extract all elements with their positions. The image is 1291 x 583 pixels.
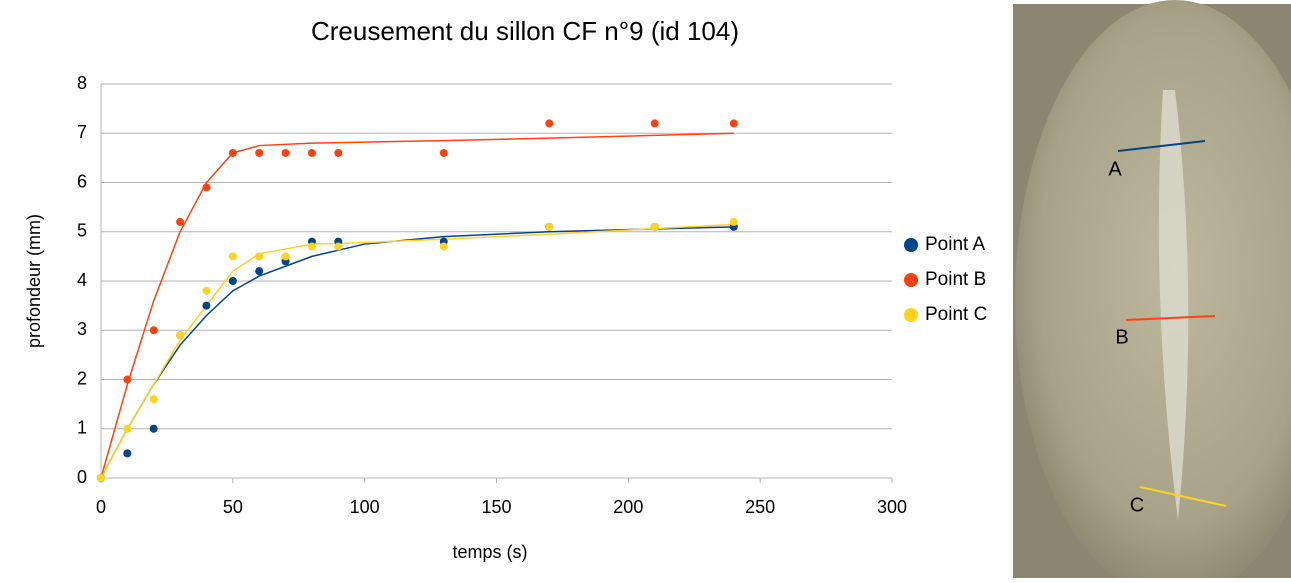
x-tick-label: 100 bbox=[350, 497, 380, 517]
trend-line bbox=[100, 223, 734, 479]
data-point bbox=[176, 217, 185, 226]
data-point bbox=[650, 119, 659, 128]
y-tick-label: 1 bbox=[77, 418, 87, 438]
legend-marker bbox=[904, 238, 918, 252]
legend-label: Point A bbox=[925, 234, 986, 255]
legend-marker bbox=[904, 308, 918, 322]
data-point bbox=[439, 148, 448, 157]
marker-line bbox=[1139, 486, 1227, 507]
photo-label: B bbox=[1115, 326, 1128, 348]
y-axis-label: profondeur (mm) bbox=[24, 214, 44, 348]
trend-line bbox=[100, 132, 734, 479]
legend-label: Point C bbox=[925, 304, 987, 325]
x-tick-label: 0 bbox=[96, 497, 106, 517]
data-point bbox=[202, 183, 211, 192]
y-tick-label: 3 bbox=[77, 319, 87, 339]
data-point bbox=[123, 424, 132, 433]
data-point bbox=[729, 217, 738, 226]
data-point bbox=[149, 395, 158, 404]
marker-line bbox=[1117, 140, 1206, 152]
x-tick-label: 250 bbox=[745, 497, 775, 517]
legend-label: Point B bbox=[925, 269, 986, 290]
x-tick-label: 200 bbox=[613, 497, 643, 517]
y-tick-label: 6 bbox=[77, 171, 87, 191]
legend-marker bbox=[904, 273, 918, 287]
data-point bbox=[123, 375, 132, 384]
x-axis-label: temps (s) bbox=[452, 542, 527, 562]
data-point bbox=[176, 331, 185, 340]
y-tick-label: 2 bbox=[77, 368, 87, 388]
stone bbox=[1015, 0, 1291, 583]
data-point bbox=[307, 242, 316, 251]
y-tick-label: 4 bbox=[77, 270, 87, 290]
data-point bbox=[307, 148, 316, 157]
groove bbox=[1158, 90, 1189, 520]
data-point bbox=[545, 222, 554, 231]
x-tick-label: 300 bbox=[877, 497, 907, 517]
data-point bbox=[149, 424, 158, 433]
data-point bbox=[334, 148, 343, 157]
data-point bbox=[202, 286, 211, 295]
data-point bbox=[228, 277, 237, 285]
y-tick-label: 8 bbox=[77, 73, 87, 93]
data-point bbox=[149, 326, 158, 335]
data-point bbox=[228, 148, 237, 157]
y-tick-label: 5 bbox=[77, 221, 87, 241]
y-tick-label: 7 bbox=[77, 122, 87, 142]
marker-line bbox=[1125, 315, 1216, 321]
data-point bbox=[439, 242, 448, 251]
data-point bbox=[255, 267, 264, 276]
data-point bbox=[97, 474, 105, 482]
chart-title: Creusement du sillon CF n°9 (id 104) bbox=[311, 16, 739, 46]
data-point bbox=[228, 252, 237, 261]
photo-label: A bbox=[1108, 158, 1122, 180]
photo-label: C bbox=[1130, 494, 1144, 516]
data-point bbox=[281, 252, 290, 261]
data-point bbox=[202, 301, 211, 310]
data-point bbox=[334, 242, 343, 251]
data-point bbox=[650, 222, 659, 231]
data-point bbox=[729, 119, 738, 128]
photo: A B C bbox=[1013, 0, 1291, 583]
data-point bbox=[281, 148, 290, 157]
x-tick-label: 50 bbox=[223, 497, 243, 517]
x-tick-label: 150 bbox=[481, 497, 511, 517]
data-point bbox=[255, 148, 264, 157]
y-tick-label: 0 bbox=[77, 467, 87, 487]
data-point bbox=[123, 449, 132, 458]
data-point bbox=[255, 252, 264, 261]
data-point bbox=[545, 119, 554, 128]
